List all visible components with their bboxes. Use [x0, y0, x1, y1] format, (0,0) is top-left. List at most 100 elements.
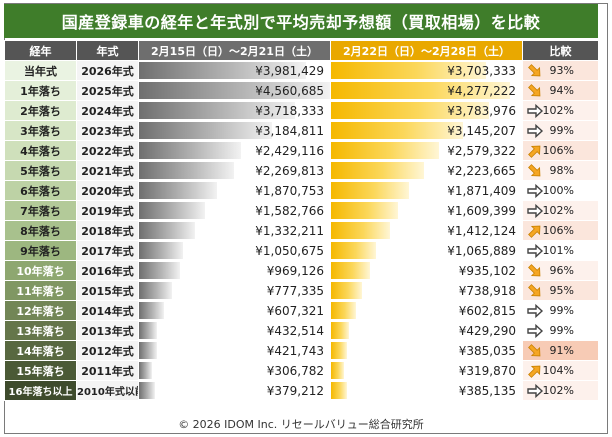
bar-period2: [331, 162, 425, 179]
price-period2: ¥3,145,207: [330, 120, 523, 141]
header-period2: 2月22日（日）～2月28日（土）: [330, 40, 523, 61]
arrow-right-icon: [527, 323, 544, 339]
bar-period1: [139, 382, 155, 399]
price-value: ¥3,718,333: [255, 103, 324, 118]
bar-period2: [331, 282, 362, 299]
row-year: 2024年式: [76, 100, 139, 121]
bar-period2: [331, 322, 349, 339]
compare-cell: 99%: [522, 300, 599, 321]
table-row: 6年落ち 2020年式 ¥1,870,753 ¥1,871,409 100%: [4, 180, 599, 201]
price-period2: ¥1,871,409: [330, 180, 523, 201]
row-age: 10年落ち: [4, 260, 77, 281]
table-row: 14年落ち 2012年式 ¥421,743 ¥385,035 91%: [4, 340, 599, 361]
arrow-right-icon: [527, 103, 544, 119]
price-value: ¥2,579,322: [447, 143, 516, 158]
bar-period1: [139, 222, 195, 239]
price-value: ¥1,871,409: [447, 183, 516, 198]
table-row: 5年落ち 2021年式 ¥2,269,813 ¥2,223,665 98%: [4, 160, 599, 181]
price-period2: ¥429,290: [330, 320, 523, 341]
price-value: ¥777,335: [266, 283, 324, 298]
price-period1: ¥421,743: [138, 340, 331, 361]
bar-period1: [139, 62, 306, 79]
compare-cell: 102%: [522, 380, 599, 401]
compare-percent: 96%: [549, 264, 574, 277]
price-period1: ¥379,212: [138, 380, 331, 401]
price-period2: ¥4,277,222: [330, 80, 523, 101]
price-period1: ¥306,782: [138, 360, 331, 381]
arrow-up-right-icon: [528, 145, 541, 158]
page-title: 国産登録車の経年と年式別で平均売却予想額（買取相場）を比較: [4, 4, 598, 38]
price-value: ¥738,918: [458, 283, 516, 298]
price-value: ¥4,560,685: [255, 83, 324, 98]
bar-period1: [139, 242, 183, 259]
row-age: 7年落ち: [4, 200, 77, 221]
bar-period2: [331, 342, 348, 359]
price-period2: ¥3,783,976: [330, 100, 523, 121]
bar-period2: [331, 202, 399, 219]
arrow-down-right-icon: [528, 64, 541, 77]
price-period1: ¥607,321: [138, 300, 331, 321]
bar-period2: [331, 382, 348, 399]
compare-percent: 102%: [542, 384, 574, 397]
price-value: ¥1,609,399: [447, 203, 516, 218]
compare-cell: 100%: [522, 180, 599, 201]
row-year: 2019年式: [76, 200, 139, 221]
bar-period1: [139, 202, 206, 219]
price-value: ¥379,212: [266, 383, 324, 398]
price-value: ¥3,184,811: [255, 123, 324, 138]
bar-period1: [139, 322, 158, 339]
row-age: 11年落ち: [4, 280, 77, 301]
price-value: ¥1,582,766: [255, 203, 324, 218]
price-period1: ¥1,870,753: [138, 180, 331, 201]
bar-period2: [331, 262, 371, 279]
price-value: ¥1,412,124: [447, 223, 516, 238]
bar-period1: [139, 262, 180, 279]
bar-period1: [139, 102, 295, 119]
bar-period2: [331, 122, 463, 139]
row-age: 4年落ち: [4, 140, 77, 161]
price-period1: ¥3,718,333: [138, 100, 331, 121]
compare-percent: 99%: [549, 124, 574, 137]
price-period1: ¥777,335: [138, 280, 331, 301]
row-age: 14年落ち: [4, 340, 77, 361]
bar-period1: [139, 142, 241, 159]
table-row: 10年落ち 2016年式 ¥969,126 ¥935,102 96%: [4, 260, 599, 281]
arrow-right-icon: [527, 183, 544, 199]
table-row: 1年落ち 2025年式 ¥4,560,685 ¥4,277,222 94%: [4, 80, 599, 101]
price-period1: ¥432,514: [138, 320, 331, 341]
header-age: 経年: [4, 40, 77, 61]
bar-period1: [139, 302, 165, 319]
row-age: 8年落ち: [4, 220, 77, 241]
row-year: 2015年式: [76, 280, 139, 301]
table-row: 16年落ち以上 2010年式以前 ¥379,212 ¥385,135 102%: [4, 380, 599, 401]
price-period1: ¥969,126: [138, 260, 331, 281]
price-value: ¥429,290: [458, 323, 516, 338]
table-row: 15年落ち 2011年式 ¥306,782 ¥319,870 104%: [4, 360, 599, 381]
compare-percent: 106%: [542, 144, 574, 157]
bar-period1: [139, 342, 157, 359]
price-period2: ¥1,412,124: [330, 220, 523, 241]
price-period1: ¥2,429,116: [138, 140, 331, 161]
compare-percent: 93%: [549, 64, 574, 77]
compare-cell: 95%: [522, 280, 599, 301]
bar-period2: [331, 62, 487, 79]
price-period1: ¥2,269,813: [138, 160, 331, 181]
arrow-down-right-icon: [528, 264, 541, 277]
table-row: 11年落ち 2015年式 ¥777,335 ¥738,918 95%: [4, 280, 599, 301]
row-year: 2018年式: [76, 220, 139, 241]
row-year: 2026年式: [76, 60, 139, 81]
row-year: 2012年式: [76, 340, 139, 361]
table-row: 2年落ち 2024年式 ¥3,718,333 ¥3,783,976 102%: [4, 100, 599, 121]
price-period2: ¥2,579,322: [330, 140, 523, 161]
price-period1: ¥3,981,429: [138, 60, 331, 81]
compare-percent: 102%: [542, 104, 574, 117]
row-age: 15年落ち: [4, 360, 77, 381]
table-body: 当年式 2026年式 ¥3,981,429 ¥3,703,333 93% 1年落ち 2025…: [4, 60, 599, 401]
compare-cell: 93%: [522, 60, 599, 81]
price-value: ¥1,065,889: [447, 243, 516, 258]
price-value: ¥969,126: [266, 263, 324, 278]
bar-period2: [331, 242, 376, 259]
price-period2: ¥385,135: [330, 380, 523, 401]
compare-percent: 100%: [542, 184, 574, 197]
bar-period2: [331, 222, 391, 239]
